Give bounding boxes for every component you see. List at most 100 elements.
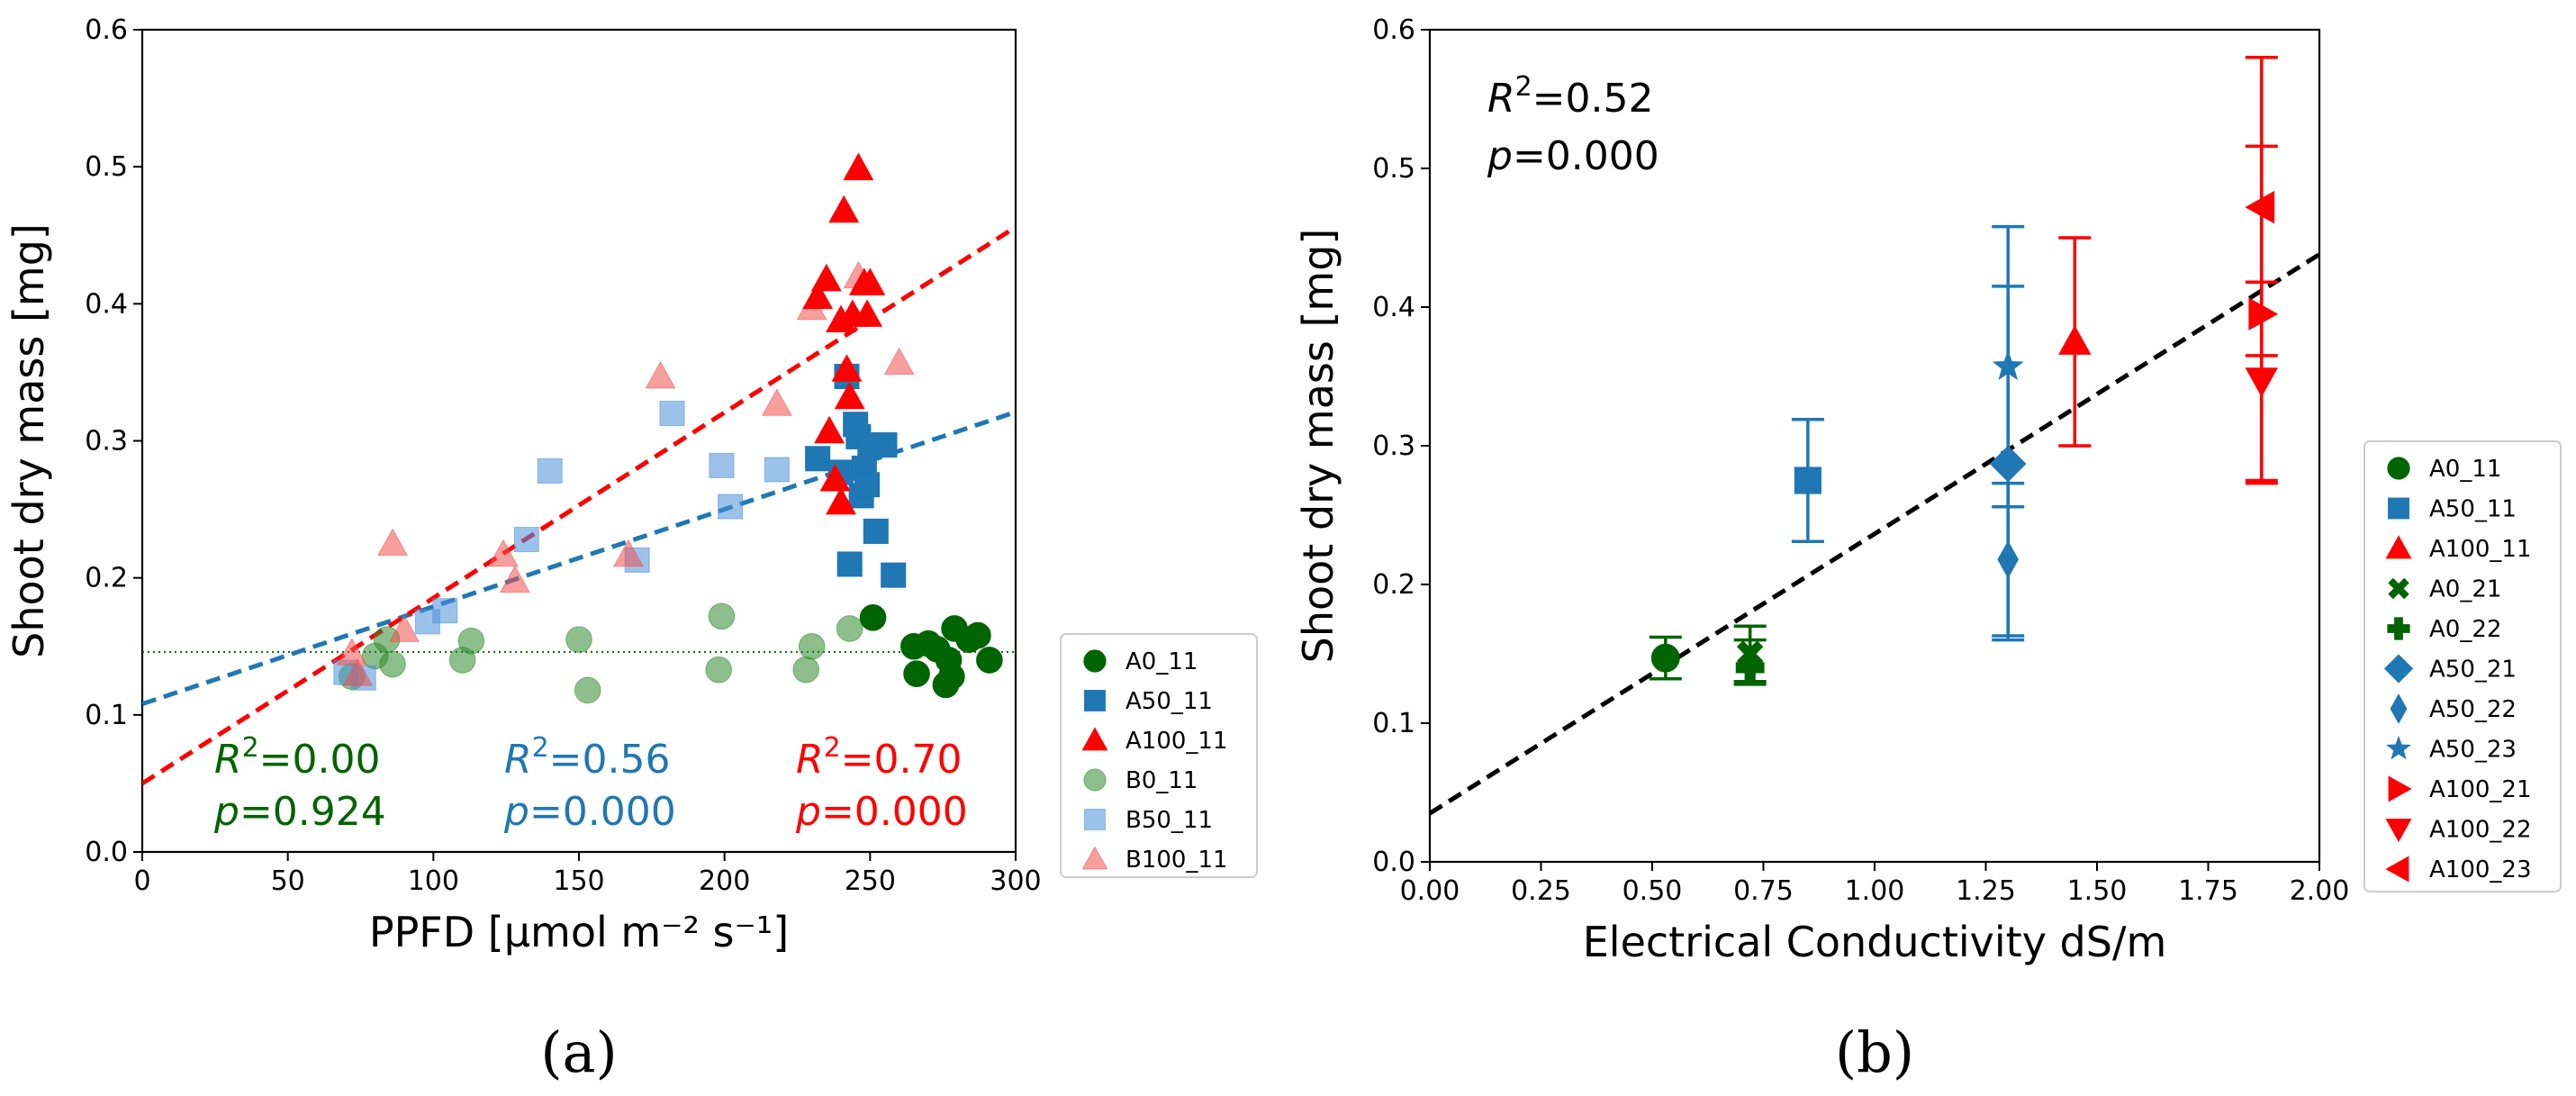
- superscript-two: 2: [242, 732, 259, 764]
- legend-marker: [2388, 577, 2409, 600]
- p-symbol: p: [503, 789, 529, 835]
- superscript-two: 2: [1515, 71, 1532, 103]
- data-point: [903, 660, 930, 687]
- data-point: [342, 658, 374, 686]
- legend-entry: B50_11: [1125, 807, 1213, 834]
- legend-marker: [2390, 693, 2408, 724]
- x-tick-label: 1.75: [2178, 875, 2238, 907]
- data-point: [764, 457, 790, 483]
- legend-entry: A100_11: [1125, 728, 1228, 755]
- legend-box: [2364, 440, 2562, 892]
- data-point: [792, 656, 820, 684]
- r-squared-text: R2=0.52: [1487, 71, 1654, 122]
- data-point: [810, 263, 842, 292]
- r-squared-value: =0.52: [1532, 76, 1654, 122]
- p-value-text: p=0.000: [1487, 133, 1659, 179]
- data-point: [1650, 643, 1680, 673]
- data-point: [819, 463, 851, 492]
- data-point: [1735, 653, 1765, 683]
- legend-entry: A0_11: [1125, 648, 1198, 675]
- x-tick-label: 0.25: [1511, 875, 1571, 907]
- regression-line: [1430, 252, 2319, 816]
- p-value-text: p=0.924: [213, 789, 386, 835]
- data-point: [336, 638, 367, 666]
- data-point: [2245, 367, 2278, 398]
- x-axis-label: Electrical Conductivity dS/m: [1583, 918, 2167, 966]
- data-point: [802, 281, 834, 310]
- panel-b: 0.00 0.25 0.50 0.75 1.00 1.25 1.50 1.75 2.00 0.0 0…: [1294, 14, 2562, 1085]
- data-point: [705, 656, 733, 684]
- legend-marker: [1084, 690, 1106, 711]
- y-tick-label: 0.5: [1372, 153, 1415, 185]
- panel-label: (a): [540, 1019, 617, 1085]
- panel-label: (b): [1835, 1019, 1914, 1085]
- data-point: [828, 195, 860, 223]
- x-axis-label: PPFD [μmol m⁻² s⁻¹]: [369, 908, 789, 956]
- y-tick-label: 0.0: [85, 837, 128, 868]
- data-point: [612, 539, 644, 567]
- data-point: [432, 598, 458, 624]
- y-axis-label: Shoot dry mass [mg]: [1294, 229, 1342, 664]
- data-point: [798, 632, 826, 660]
- r-squared-value: =0.00: [259, 737, 381, 783]
- y-tick-label: 0.2: [85, 563, 128, 594]
- data-point: [761, 388, 792, 416]
- legend-entry: A100_21: [2429, 776, 2532, 803]
- r-squared-text: R2=0.70: [796, 732, 963, 783]
- y-tick-label: 0.6: [85, 14, 128, 46]
- data-point: [513, 527, 539, 553]
- data-point: [537, 457, 563, 484]
- x-tick-label: 300: [990, 865, 1041, 897]
- data-point: [1997, 540, 2019, 579]
- legend-marker: [1083, 649, 1107, 673]
- fit-statistics: R2=0.70 p=0.000: [795, 732, 968, 835]
- p-value: =0.000: [529, 789, 676, 835]
- r-symbol: R: [504, 737, 532, 783]
- data-point: [834, 381, 865, 410]
- superscript-two: 2: [532, 732, 549, 764]
- p-value: =0.000: [1513, 133, 1659, 179]
- y-tick-label: 0.1: [85, 700, 128, 731]
- legend-entry: A100_23: [2429, 856, 2532, 883]
- data-point: [379, 650, 406, 678]
- x-tick-label: 1.00: [1845, 875, 1905, 907]
- legend-box: [1060, 633, 1258, 878]
- x-tick-label: 200: [699, 865, 750, 897]
- p-value-text: p=0.000: [795, 789, 968, 835]
- p-value: =0.924: [240, 789, 386, 835]
- legend-marker: [2385, 819, 2412, 843]
- p-symbol: p: [213, 789, 240, 835]
- y-tick-label: 0.4: [1372, 292, 1415, 323]
- r-squared-value: =0.56: [549, 737, 671, 783]
- data-point: [708, 602, 736, 630]
- fit-statistics: R2=0.00 p=0.924: [213, 732, 386, 835]
- x-tick-label: 150: [553, 865, 604, 897]
- data-point: [881, 562, 907, 588]
- data-point: [499, 565, 530, 593]
- data-point: [826, 486, 856, 515]
- r-symbol: R: [796, 737, 824, 783]
- fit-statistics: R2=0.52 p=0.000: [1487, 71, 1659, 179]
- y-tick-label: 0.0: [1372, 847, 1415, 878]
- legend-entry: A50_11: [1125, 688, 1213, 715]
- data-point: [883, 347, 915, 376]
- data-point: [2248, 297, 2279, 331]
- legend-marker: [2388, 775, 2412, 802]
- legend-entry: A50_22: [2429, 696, 2517, 723]
- y-tick-label: 0.3: [85, 426, 128, 457]
- legend-marker: [2383, 654, 2414, 684]
- legend-marker: [2387, 457, 2410, 480]
- data-point: [843, 152, 874, 181]
- y-tick-label: 0.5: [85, 151, 128, 183]
- p-symbol: p: [795, 789, 821, 835]
- legend-entry: A0_22: [2429, 616, 2501, 643]
- data-point: [854, 472, 881, 498]
- y-tick-label: 0.6: [1372, 14, 1415, 46]
- data-point: [389, 614, 420, 642]
- data-point: [1989, 445, 2027, 483]
- data-point: [457, 627, 485, 655]
- data-point: [836, 551, 863, 577]
- legend-marker: [2387, 617, 2410, 640]
- x-tick-label: 250: [845, 865, 896, 897]
